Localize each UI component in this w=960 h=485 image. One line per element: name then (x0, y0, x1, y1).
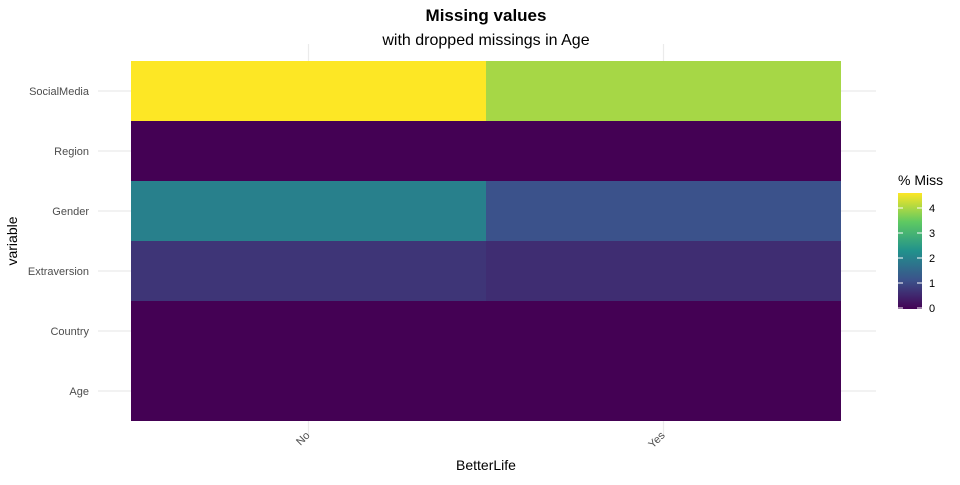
x-tick-label: No (294, 430, 312, 448)
color-legend: % Miss 0 1 2 3 4 (898, 172, 943, 315)
y-tick-label: Age (69, 386, 89, 398)
legend-tick-label: 4 (929, 203, 935, 215)
heatmap-cell (131, 241, 486, 301)
y-tick-label: Gender (52, 206, 89, 218)
heatmap-cell (131, 61, 486, 121)
legend-tick-label: 3 (929, 228, 935, 240)
heatmap-cell (131, 181, 486, 241)
heatmap-cell (131, 361, 486, 421)
legend-colorbar (898, 193, 922, 309)
heatmap-cell (486, 121, 841, 181)
x-tick-label: Yes (646, 429, 668, 451)
heatmap-cell (131, 121, 486, 181)
y-tick-label: SocialMedia (29, 86, 90, 98)
heatmap-cell (486, 361, 841, 421)
legend-tick-label: 1 (929, 278, 935, 290)
heatmap-cells (131, 61, 841, 421)
x-tick-labels: No Yes (294, 429, 668, 451)
heatmap-cell (131, 301, 486, 361)
legend-tick-label: 2 (929, 253, 935, 265)
chart-subtitle: with dropped missings in Age (381, 32, 589, 49)
chart-title: Missing values (426, 6, 547, 25)
y-tick-labels: SocialMedia Region Gender Extraversion Count… (28, 86, 90, 398)
legend-title: % Miss (898, 172, 943, 188)
y-tick-label: Region (54, 146, 89, 158)
heatmap-cell (486, 181, 841, 241)
legend-tick-label: 0 (929, 303, 935, 315)
x-axis-title: BetterLife (456, 457, 516, 473)
heatmap-cell (486, 61, 841, 121)
y-axis-title: variable (4, 216, 20, 265)
heatmap-cell (486, 241, 841, 301)
y-tick-label: Extraversion (28, 266, 89, 278)
y-tick-label: Country (50, 326, 89, 338)
legend-ticks: 0 1 2 3 4 (898, 203, 935, 315)
heatmap-cell (486, 301, 841, 361)
